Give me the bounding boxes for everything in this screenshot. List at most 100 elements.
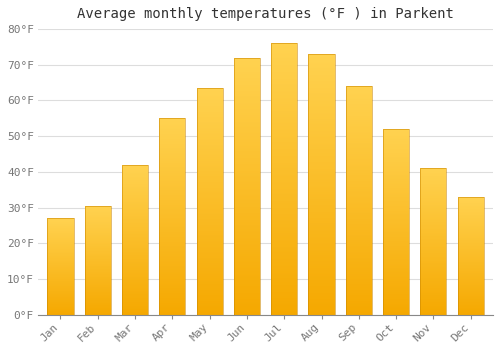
Bar [271,58,297,60]
Bar [383,261,409,262]
Bar [308,200,334,201]
Bar [122,165,148,166]
Bar [383,296,409,297]
Bar [234,312,260,314]
Bar [48,282,74,283]
Bar [383,171,409,172]
Bar [122,205,148,206]
Bar [84,284,111,285]
Bar [160,160,186,161]
Bar [84,267,111,268]
Bar [271,129,297,130]
Bar [196,206,222,207]
Bar [122,194,148,195]
Bar [420,300,446,301]
Bar [458,247,483,248]
Bar [308,256,334,257]
Bar [346,150,372,151]
Bar [234,177,260,178]
Bar [458,248,483,249]
Bar [383,150,409,151]
Bar [122,183,148,184]
Bar [122,274,148,275]
Bar [122,251,148,252]
Bar [234,205,260,207]
Bar [346,163,372,164]
Bar [196,265,222,266]
Bar [48,231,74,232]
Bar [420,252,446,253]
Bar [458,261,483,262]
Bar [122,210,148,211]
Bar [160,247,186,248]
Bar [383,197,409,198]
Bar [160,278,186,279]
Bar [196,261,222,262]
Bar [271,133,297,134]
Bar [196,182,222,183]
Bar [346,146,372,147]
Bar [383,198,409,199]
Bar [346,99,372,100]
Bar [160,250,186,251]
Bar [271,80,297,81]
Bar [196,239,222,240]
Bar [84,239,111,240]
Bar [196,107,222,108]
Bar [234,195,260,196]
Bar [308,138,334,139]
Bar [196,152,222,153]
Bar [308,264,334,265]
Bar [84,291,111,292]
Bar [383,209,409,210]
Bar [458,200,483,201]
Bar [346,224,372,226]
Bar [308,294,334,295]
Bar [420,179,446,180]
Bar [458,314,483,315]
Bar [271,84,297,85]
Bar [308,76,334,77]
Bar [234,289,260,290]
Bar [160,194,186,195]
Bar [160,204,186,205]
Bar [308,115,334,117]
Bar [48,257,74,258]
Bar [122,198,148,199]
Bar [271,57,297,58]
Bar [346,223,372,224]
Bar [458,204,483,205]
Bar [383,175,409,176]
Bar [271,275,297,277]
Bar [308,306,334,307]
Bar [84,238,111,239]
Bar [234,90,260,91]
Bar [196,114,222,115]
Bar [84,296,111,297]
Bar [234,292,260,293]
Bar [234,207,260,208]
Bar [196,304,222,306]
Bar [271,64,297,65]
Bar [196,190,222,191]
Bar [122,178,148,179]
Bar [122,204,148,205]
Bar [308,300,334,302]
Bar [196,123,222,124]
Bar [122,165,148,315]
Bar [420,186,446,187]
Bar [308,88,334,89]
Bar [160,139,186,140]
Bar [308,190,334,191]
Bar [458,262,483,263]
Bar [271,216,297,217]
Bar [271,265,297,266]
Bar [196,235,222,237]
Bar [160,151,186,152]
Bar [234,186,260,188]
Bar [48,305,74,306]
Bar [271,49,297,50]
Bar [308,59,334,61]
Bar [308,178,334,179]
Bar [84,230,111,231]
